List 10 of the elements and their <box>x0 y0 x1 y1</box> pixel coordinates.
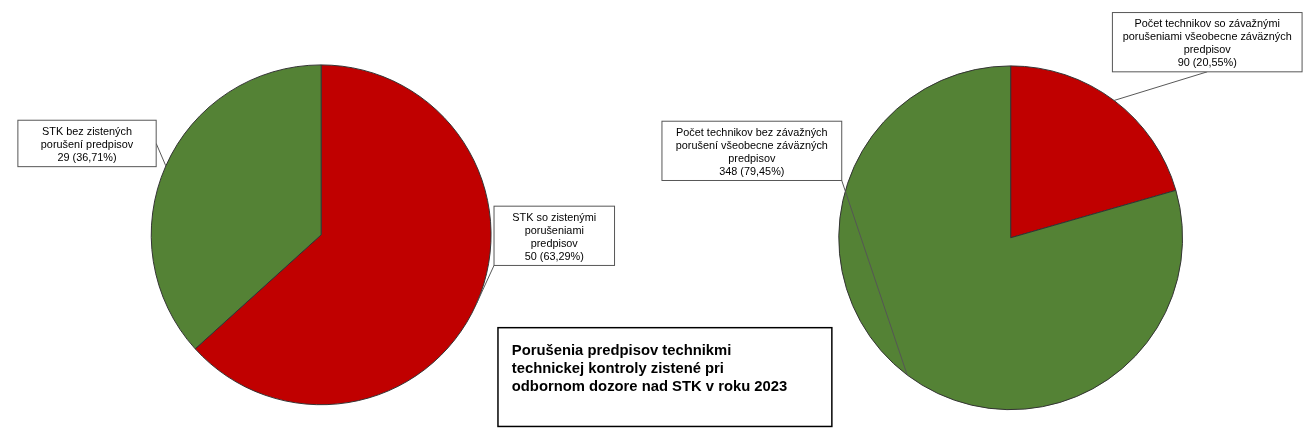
data-label: 90 (20,55%) <box>1177 55 1237 68</box>
slice-label: STK bez zistených porušení predpisov <box>40 125 134 150</box>
slice-label: STK so zistenými porušeniami predpisov <box>512 210 597 249</box>
data-label: 29 (36,71%) <box>57 150 117 163</box>
data-label: 348 (79,45%) <box>719 164 785 177</box>
slice-label: Počet technikov so závažnými porušeniami všeobecne záväzných predpisov <box>1122 17 1292 56</box>
data-label: 50 (63,29%) <box>524 249 584 262</box>
pie-slice <box>838 65 1183 410</box>
text: Porušenia predpisov technikmi technickej kontroly zistené pri odbornom dozore nad STK v roku 2023 <box>511 342 788 394</box>
slice-label: Počet technikov bez závažných porušení všeobecne záväzných predpisov <box>675 126 828 164</box>
